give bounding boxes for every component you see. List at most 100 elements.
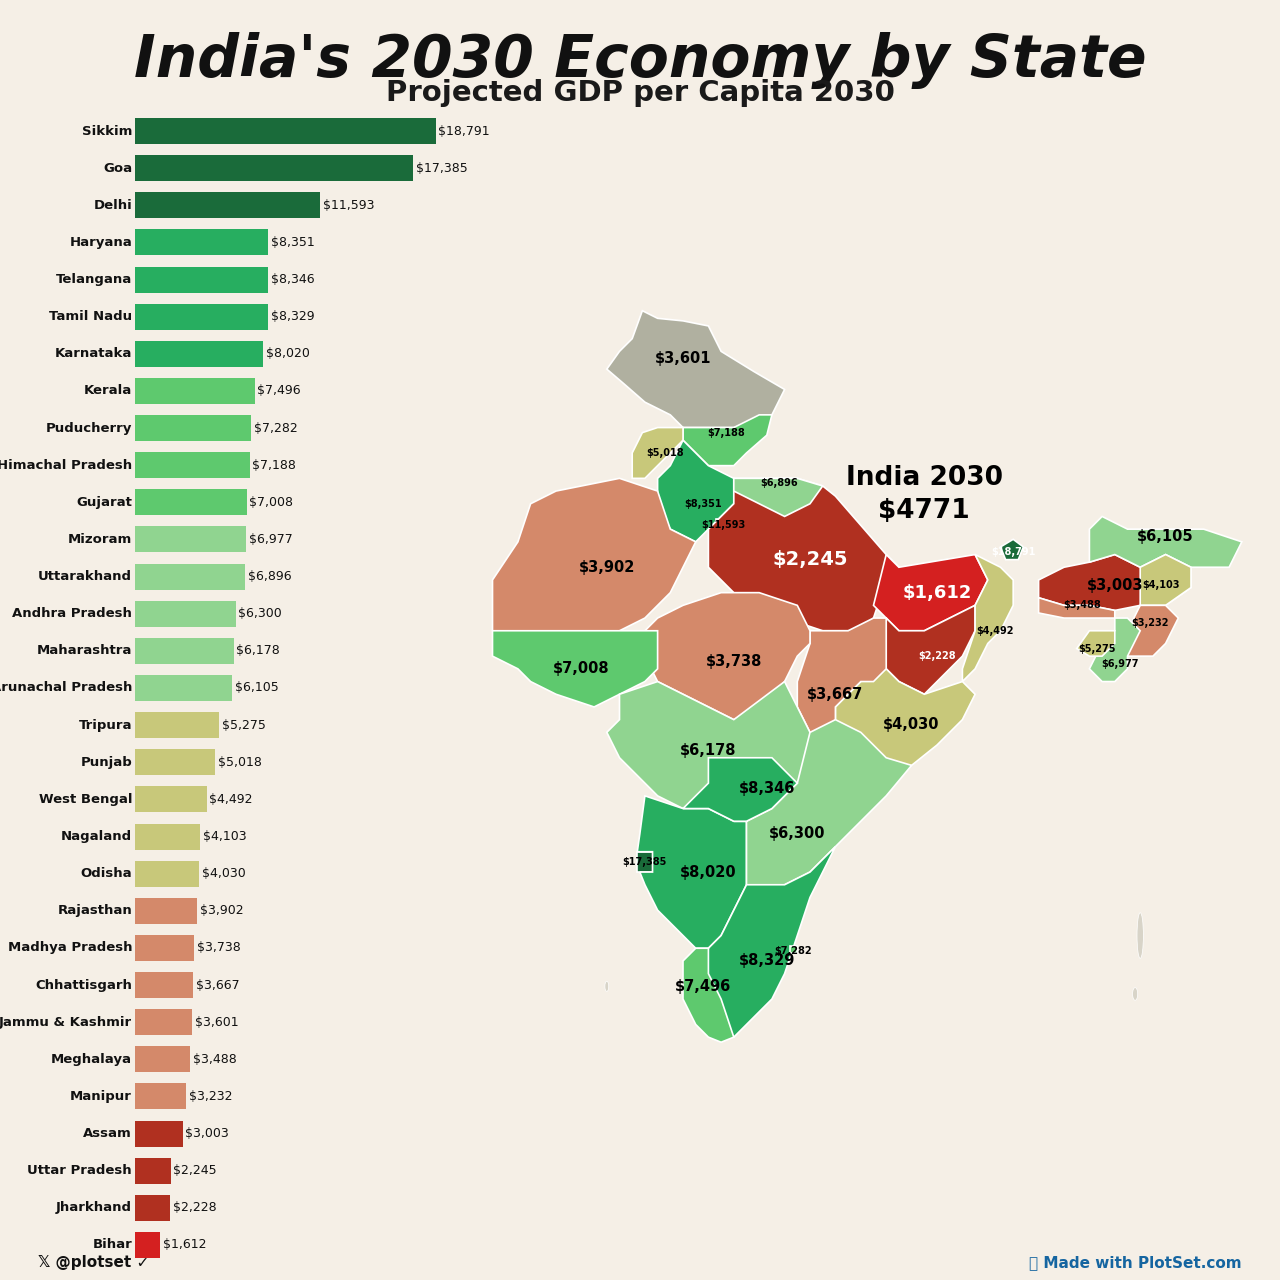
Text: Karnataka: Karnataka [55,347,132,361]
Text: $18,791: $18,791 [439,124,490,137]
Bar [134,266,269,293]
Text: Himachal Pradesh: Himachal Pradesh [0,458,132,472]
Text: Uttar Pradesh: Uttar Pradesh [27,1165,132,1178]
Polygon shape [733,479,823,516]
Text: $11,593: $11,593 [323,198,375,211]
Text: $8,346: $8,346 [271,273,315,287]
Text: $4,492: $4,492 [977,626,1014,636]
Text: $4,103: $4,103 [202,829,247,844]
Text: Delhi: Delhi [93,198,132,211]
Bar [134,823,201,850]
Text: Mizoram: Mizoram [68,532,132,547]
Text: $1,612: $1,612 [163,1239,206,1252]
Polygon shape [1140,554,1190,605]
Text: $3,232: $3,232 [1132,618,1169,628]
Text: $8,346: $8,346 [739,781,795,796]
Text: $3,488: $3,488 [193,1052,237,1066]
Polygon shape [708,479,899,631]
Polygon shape [637,796,746,948]
Polygon shape [607,681,810,822]
Text: $6,300: $6,300 [769,827,826,841]
Text: $11,593: $11,593 [701,521,746,530]
Text: $7,282: $7,282 [253,421,297,435]
Bar [134,415,251,442]
Text: Assam: Assam [83,1126,132,1140]
Text: Punjab: Punjab [81,755,132,769]
Polygon shape [493,479,696,644]
Text: Arunachal Pradesh: Arunachal Pradesh [0,681,132,695]
Polygon shape [684,948,733,1042]
Polygon shape [658,440,733,541]
Text: $3,667: $3,667 [808,687,864,701]
Text: 𝕏 @plotset ✓: 𝕏 @plotset ✓ [38,1254,150,1270]
Text: $6,300: $6,300 [238,607,282,621]
Polygon shape [637,851,653,872]
Text: $5,275: $5,275 [1078,644,1116,654]
Bar [134,972,193,998]
Bar [134,1157,170,1184]
Polygon shape [696,846,836,1037]
Polygon shape [716,518,730,531]
Text: Bihar: Bihar [92,1239,132,1252]
Text: Andhra Pradesh: Andhra Pradesh [12,607,132,621]
Text: Sikkim: Sikkim [82,124,132,137]
Bar [134,860,200,887]
Bar [134,1194,170,1221]
Text: $8,351: $8,351 [685,499,722,508]
Text: Maharashtra: Maharashtra [37,644,132,658]
Text: Madhya Pradesh: Madhya Pradesh [8,941,132,955]
Text: $4,103: $4,103 [1142,580,1179,590]
Bar [134,675,233,701]
Text: Odisha: Odisha [81,867,132,881]
Text: Chhattisgarh: Chhattisgarh [35,978,132,992]
Text: Tamil Nadu: Tamil Nadu [49,310,132,324]
Text: $8,329: $8,329 [270,310,315,324]
Text: Tripura: Tripura [78,718,132,732]
Ellipse shape [1133,988,1138,1001]
Text: $3,902: $3,902 [579,559,635,575]
Text: $6,977: $6,977 [1101,659,1139,668]
Text: $3,601: $3,601 [655,352,712,366]
Polygon shape [493,631,658,707]
Text: $6,178: $6,178 [236,644,280,658]
Bar [134,192,320,219]
Text: $17,385: $17,385 [416,161,467,174]
Text: $4771: $4771 [878,498,970,525]
Polygon shape [684,415,772,466]
Text: $3,667: $3,667 [196,978,239,992]
Text: $7,188: $7,188 [708,428,745,438]
Bar [134,378,255,404]
Bar [134,118,436,145]
Text: $18,791: $18,791 [991,547,1036,557]
Bar [134,303,268,330]
Text: Puducherry: Puducherry [46,421,132,435]
Text: Projected GDP per Capita 2030: Projected GDP per Capita 2030 [385,79,895,108]
Text: $8,020: $8,020 [680,864,737,879]
Polygon shape [1001,539,1024,559]
Text: $2,228: $2,228 [173,1202,216,1215]
Text: $3,003: $3,003 [186,1126,229,1140]
Text: 🔵 Made with PlotSet.com: 🔵 Made with PlotSet.com [1029,1254,1242,1270]
Polygon shape [632,593,810,719]
Text: Meghalaya: Meghalaya [51,1052,132,1066]
Text: $2,228: $2,228 [918,652,956,662]
Text: $3,902: $3,902 [200,904,243,918]
Bar [134,155,413,182]
Text: $1,612: $1,612 [902,584,972,602]
Polygon shape [873,554,988,631]
Polygon shape [1089,516,1242,567]
Polygon shape [790,946,797,954]
Text: $6,977: $6,977 [248,532,293,547]
Bar [134,1231,160,1258]
Bar [134,712,219,739]
Bar [134,1009,192,1036]
Polygon shape [733,719,911,897]
Text: $6,896: $6,896 [247,570,292,584]
Text: $4,492: $4,492 [209,792,252,806]
Text: $2,245: $2,245 [173,1165,216,1178]
Text: $7,496: $7,496 [257,384,301,398]
Text: $7,008: $7,008 [250,495,293,509]
Text: $7,188: $7,188 [252,458,296,472]
Polygon shape [607,311,785,428]
Bar [134,1046,191,1073]
